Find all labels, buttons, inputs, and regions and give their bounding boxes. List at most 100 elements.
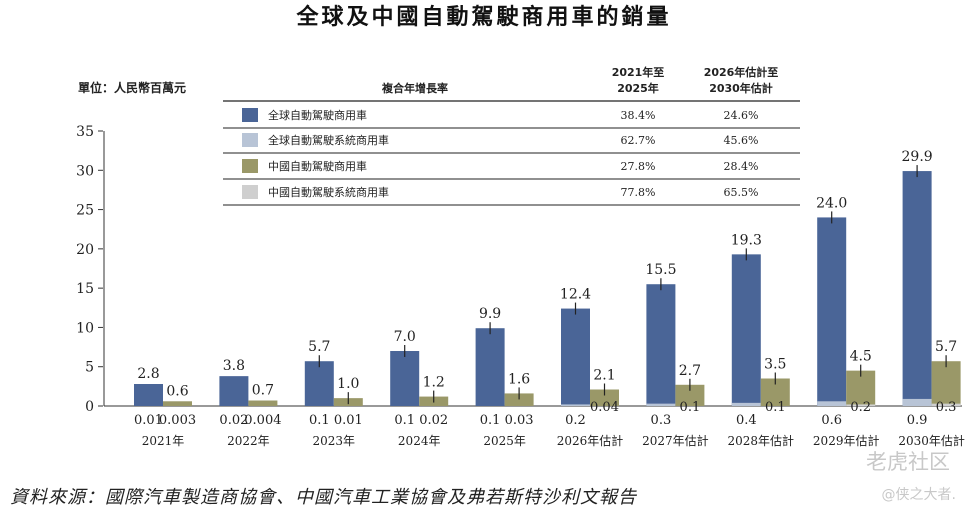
data-label-global-system: 0.3 [651,413,672,428]
col2-header-line1: 2026年估計至 [704,65,779,79]
bar-global-vehicle [817,217,847,406]
data-label-china-system: 0.01 [334,413,363,428]
bar-global-system [646,403,676,406]
data-label-global-system: 0.01 [134,413,163,428]
bar-china-vehicle [504,393,534,406]
bar-global-system [731,402,761,406]
data-label-global-system: 0.1 [394,413,415,428]
bar-china-vehicle [248,400,278,406]
watermark-author: @侠之大者. [881,487,956,503]
x-tick-label: 2030年估計 [898,433,965,448]
legend-swatch [242,185,258,199]
bar-global-vehicle [219,376,249,406]
data-label-global-system: 0.2 [565,413,586,428]
x-tick-label: 2027年估計 [642,433,709,448]
data-label-global-system: 0.1 [480,413,501,428]
legend-label: 中國自動駕駛商用車 [268,159,367,173]
legend-swatch [242,133,258,147]
y-tick-label: 25 [76,203,94,219]
col2-header-line2: 2030年估計 [709,81,773,95]
bar-global-vehicle [561,308,590,406]
bar-global-vehicle [731,254,761,406]
y-tick-label: 5 [85,360,94,376]
cagr-2026-2030: 28.4% [724,160,759,173]
source-note: 資料來源：國際汽車製造商協會、中國汽車工業協會及弗若斯特沙利文報告 [10,487,637,508]
data-label-china-vehicle: 3.5 [764,357,786,373]
cagr-2021-2025: 62.7% [621,134,656,147]
bar-global-system [817,401,847,406]
x-tick-label: 2021年 [142,434,185,448]
col1-header-line2: 2025年 [617,81,659,95]
data-label-global-system: 0.6 [821,413,842,428]
cagr-2026-2030: 24.6% [724,109,759,122]
bar-global-vehicle [304,361,334,406]
data-label-china-system: 0.003 [159,413,196,428]
bar-global-vehicle [902,171,932,406]
data-label-global-system: 0.1 [309,413,330,428]
bar-global-vehicle [646,284,676,406]
bar-global-vehicle [390,351,420,406]
cagr-2026-2030: 45.6% [724,134,759,147]
data-label-global-vehicle: 15.5 [645,262,676,278]
data-label-global-vehicle: 24.0 [816,195,847,211]
data-label-global-vehicle: 2.8 [137,366,159,382]
data-label-china-vehicle: 4.5 [850,349,872,365]
bar-china-vehicle [931,361,961,406]
cagr-2026-2030: 65.5% [724,186,759,199]
legend-label: 全球自動駕駛系統商用車 [268,133,389,147]
x-tick-label: 2025年 [483,434,526,448]
y-tick-label: 30 [76,163,94,179]
x-tick-label: 2024年 [398,434,441,448]
data-label-global-vehicle: 7.0 [394,329,416,345]
data-label-china-vehicle: 1.6 [508,371,530,387]
col1-header-line1: 2021年至 [612,65,665,79]
data-label-china-system: 0.04 [590,400,619,415]
legend-swatch [242,159,258,173]
data-label-china-system: 0.1 [765,400,786,415]
y-tick-label: 0 [85,399,94,415]
data-label-china-vehicle: 0.7 [252,383,274,399]
bar-global-system [902,398,932,406]
x-tick-label: 2028年估計 [728,433,795,448]
cagr-2021-2025: 27.8% [621,160,656,173]
data-label-global-vehicle: 12.4 [560,287,591,303]
watermark-brand: 老虎社区 [866,450,950,474]
data-label-global-vehicle: 19.3 [731,232,762,248]
data-label-global-vehicle: 29.9 [902,149,933,165]
cagr-header: 複合年增長率 [381,81,448,95]
data-label-china-vehicle: 1.2 [423,375,445,391]
bar-global-vehicle [134,384,163,406]
legend-label: 中國自動駕駛系統商用車 [268,185,389,199]
bar-china-vehicle [590,389,619,406]
bar-global-system [561,404,590,406]
data-label-china-vehicle: 0.6 [166,383,188,399]
data-label-china-system: 0.1 [680,400,701,415]
data-label-china-vehicle: 2.7 [679,363,701,379]
y-tick-label: 10 [76,320,94,336]
bar-china-vehicle [675,384,705,406]
y-axis-label: 單位：人民幣百萬元 [78,80,186,95]
data-label-global-system: 0.02 [219,413,248,428]
bar-china-vehicle [163,401,192,406]
chart-title: 全球及中國自動駕駛商用車的銷量 [295,4,671,30]
data-label-global-system: 0.4 [736,413,757,428]
data-label-china-system: 0.2 [850,400,871,415]
x-tick-label: 2022年 [227,434,270,448]
data-label-china-vehicle: 2.1 [593,368,615,384]
data-label-china-vehicle: 1.0 [337,376,359,392]
data-label-global-vehicle: 3.8 [223,358,245,374]
data-label-global-vehicle: 5.7 [308,339,330,355]
cagr-2021-2025: 77.8% [621,186,656,199]
x-tick-label: 2029年估計 [813,433,880,448]
data-label-china-vehicle: 5.7 [935,339,957,355]
x-tick-label: 2023年 [313,434,356,448]
bar-china-system [931,403,961,406]
data-label-china-system: 0.02 [419,413,448,428]
legend-label: 全球自動駕駛商用車 [268,108,367,122]
bar-global-vehicle [475,328,505,406]
cagr-2021-2025: 38.4% [621,109,656,122]
data-label-china-system: 0.03 [505,413,534,428]
bar-china-system [846,404,876,406]
data-label-global-vehicle: 9.9 [479,306,501,322]
